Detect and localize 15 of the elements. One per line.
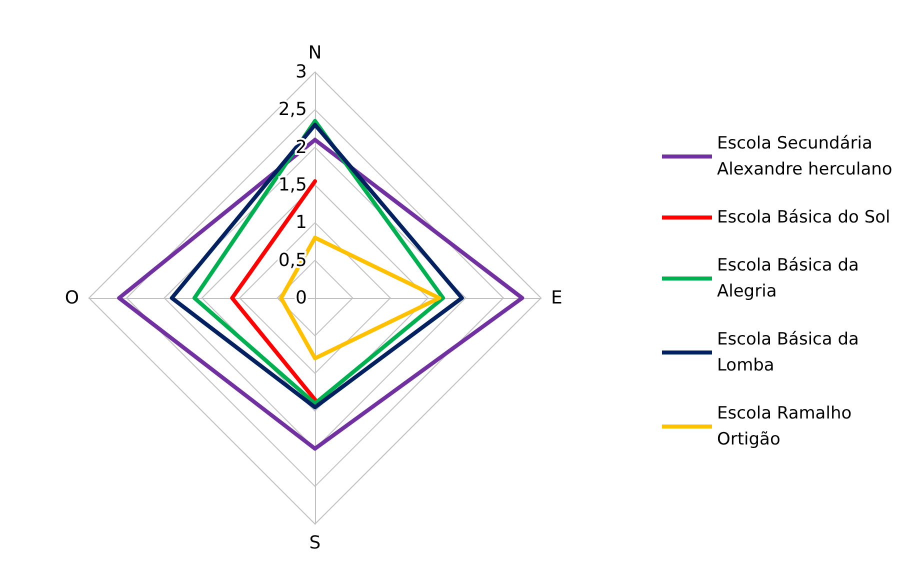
y-tick-label: 1 <box>296 212 307 234</box>
spoke-label: N <box>308 42 322 64</box>
legend-label: Escola Ramalho Ortigão <box>717 404 858 450</box>
y-tick-label: 3 <box>296 62 307 82</box>
spoke-label: S <box>309 532 321 554</box>
legend-label: Escola Secundária Alexandre herculano <box>717 134 892 180</box>
legend-label: Escola Básica da Lomba <box>717 330 864 376</box>
y-tick-label: 2 <box>296 136 307 158</box>
spoke-label: E <box>551 288 562 308</box>
legend-label: Escola Básica da Alegria <box>717 256 864 302</box>
y-tick-label: 0 <box>296 288 307 308</box>
y-tick-label: 2,5 <box>278 99 307 120</box>
spoke-label: O <box>64 288 79 308</box>
legend-label: Escola Básica do Sol <box>717 208 890 228</box>
y-tick-label: 1,5 <box>278 174 307 196</box>
